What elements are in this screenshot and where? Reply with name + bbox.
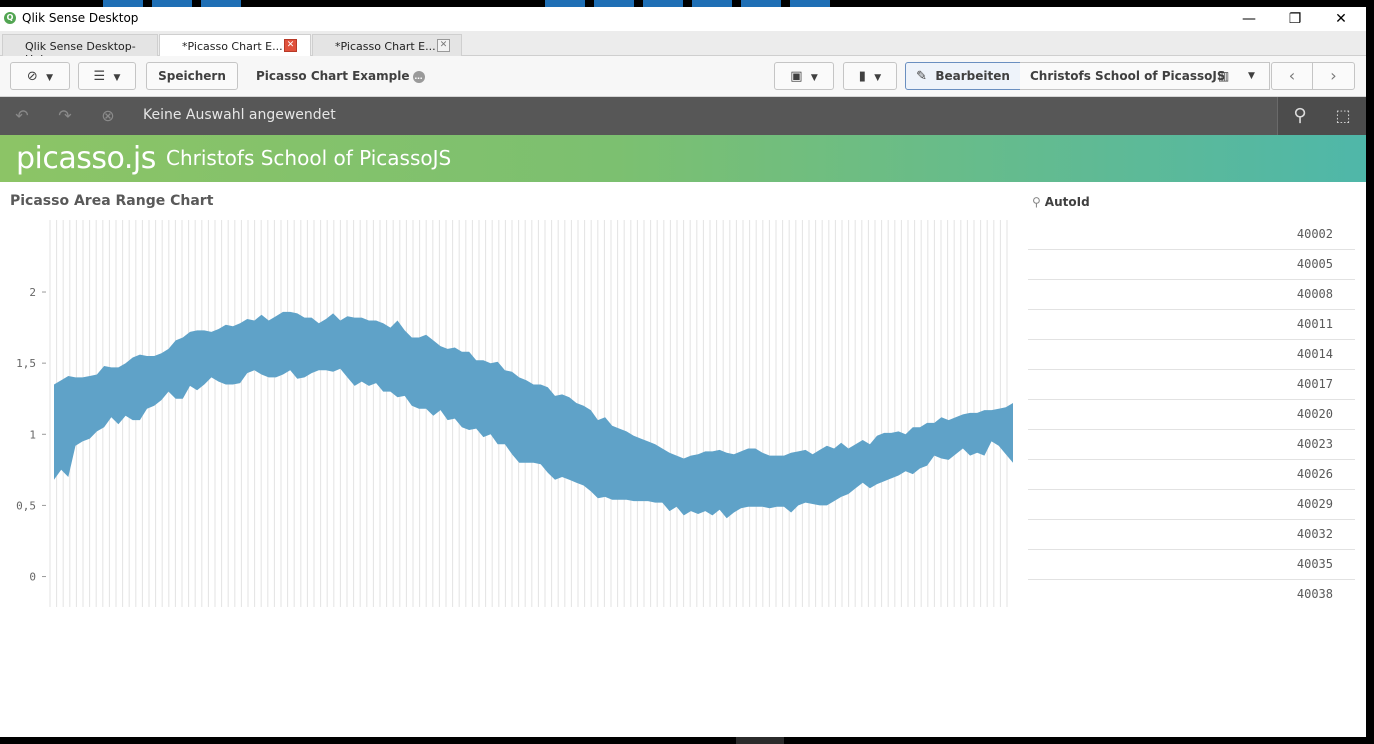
list-item[interactable]: 40008 <box>1028 280 1355 310</box>
area-range-series[interactable] <box>54 311 1013 519</box>
qlik-app-icon: Q <box>4 12 16 24</box>
search-icon[interactable]: ⚲ <box>1293 105 1307 126</box>
tab-bar: Qlik Sense Desktop-Hub *Picasso Chart E.… <box>0 31 1366 66</box>
listbox-autoid[interactable]: 40002 40005 40008 40011 40014 40017 40020 40023… <box>1028 220 1355 605</box>
tab-hub[interactable]: Qlik Sense Desktop-Hub <box>2 34 158 66</box>
bookmark-button[interactable]: ▮ ▼ <box>843 62 897 90</box>
banner-title: Christofs School of PicassoJS <box>166 146 452 170</box>
more-icon: … <box>412 71 425 83</box>
list-item[interactable]: 40029 <box>1028 490 1355 520</box>
chevron-down-icon: ▼ <box>1248 71 1255 81</box>
presentation-icon: ▣ <box>790 69 803 84</box>
chevron-down-icon: ▼ <box>46 73 54 83</box>
tab-picasso-1[interactable]: *Picasso Chart E... ✕ <box>159 34 311 56</box>
window-title: Qlik Sense Desktop <box>22 11 139 25</box>
title-bar: Q Qlik Sense Desktop — ❐ ✕ <box>0 7 1366 31</box>
list-item[interactable]: 40032 <box>1028 520 1355 550</box>
taskbar <box>0 737 1374 744</box>
taskbar-top-segment <box>594 0 634 7</box>
banner: picasso.js Christofs School of PicassoJS <box>0 135 1366 182</box>
list-item[interactable]: 40002 <box>1028 220 1355 250</box>
list-item[interactable]: 40011 <box>1028 310 1355 340</box>
next-sheet-button[interactable]: › <box>1312 62 1355 90</box>
navigation-menu-button[interactable]: ⊘ ▼ <box>10 62 70 90</box>
tab-label: *Picasso Chart E... <box>182 40 283 53</box>
restore-button[interactable]: ❐ <box>1288 11 1302 27</box>
sheet-selector[interactable]: Christofs School of PicassoJS ▥ ▼ <box>1020 62 1270 90</box>
y-tick-label: 0,5 <box>16 499 36 512</box>
chart-area-layer <box>54 311 1013 519</box>
compass-icon: ⊘ <box>26 69 38 84</box>
area-range-chart[interactable]: 2 1,5 1 0,5 0 <box>0 220 1020 607</box>
step-forward-icon[interactable]: ↷ <box>58 106 72 125</box>
app-name-label: Picasso Chart Example <box>256 69 410 83</box>
taskbar-top-segment <box>152 0 192 7</box>
chevron-down-icon: ▼ <box>113 73 121 83</box>
close-tab-icon[interactable]: ✕ <box>284 39 297 52</box>
sheet-icon: ▥ <box>1218 69 1230 83</box>
y-tick-label: 1,5 <box>16 357 36 370</box>
list-item[interactable]: 40020 <box>1028 400 1355 430</box>
chart-grid <box>49 220 1008 607</box>
close-window-button[interactable]: ✕ <box>1335 11 1347 27</box>
close-tab-icon[interactable]: ✕ <box>437 39 450 52</box>
global-menu-button[interactable]: ☰ ▼ <box>78 62 136 90</box>
sheet-name-label: Christofs School of PicassoJS <box>1030 69 1226 83</box>
listbox-title: AutoId <box>1044 195 1090 209</box>
list-item[interactable]: 40014 <box>1028 340 1355 370</box>
chevron-down-icon: ▼ <box>874 73 882 83</box>
selbar-tools: ⚲ ⬚ <box>1277 97 1366 135</box>
edit-button[interactable]: ✎ Bearbeiten <box>905 62 1021 90</box>
taskbar-top-segment <box>692 0 732 7</box>
list-item[interactable]: 40005 <box>1028 250 1355 280</box>
bookmark-icon: ▮ <box>858 69 866 84</box>
tab-picasso-2[interactable]: *Picasso Chart E... ✕ <box>312 34 462 56</box>
picasso-logo: picasso.js <box>16 141 156 176</box>
edit-label: Bearbeiten <box>935 69 1010 83</box>
taskbar-top-segment <box>741 0 781 7</box>
save-button[interactable]: Speichern <box>146 62 238 90</box>
minimize-button[interactable]: — <box>1242 11 1256 27</box>
list-icon: ☰ <box>93 69 106 84</box>
taskbar-top-segment <box>103 0 143 7</box>
taskbar-top-segment <box>790 0 830 7</box>
y-axis: 2 1,5 1 0,5 0 <box>16 286 46 584</box>
y-tick-label: 1 <box>29 428 36 441</box>
chart-title: Picasso Area Range Chart <box>10 193 214 209</box>
listbox-header[interactable]: ⚲ AutoId <box>1032 195 1090 209</box>
taskbar-segment <box>736 737 784 744</box>
taskbar-top-segment <box>643 0 683 7</box>
selections-status: Keine Auswahl angewendet <box>143 107 336 123</box>
chevron-down-icon: ▼ <box>810 73 818 83</box>
list-item[interactable]: 40026 <box>1028 460 1355 490</box>
list-item[interactable]: 40023 <box>1028 430 1355 460</box>
step-back-icon[interactable]: ↶ <box>15 106 29 125</box>
selections-bar: ↶ ↷ ⊗ Keine Auswahl angewendet ⚲ ⬚ <box>0 97 1366 135</box>
selection-tool-icon[interactable]: ⬚ <box>1335 106 1351 125</box>
toolbar: ⊘ ▼ ☰ ▼ Speichern Picasso Chart Example…… <box>0 56 1366 97</box>
list-item[interactable]: 40038 <box>1028 580 1355 605</box>
list-item[interactable]: 40035 <box>1028 550 1355 580</box>
list-item[interactable]: 40017 <box>1028 370 1355 400</box>
taskbar-top-segment <box>545 0 585 7</box>
previous-sheet-button[interactable]: ‹ <box>1271 62 1313 90</box>
pencil-icon: ✎ <box>916 69 927 84</box>
search-icon: ⚲ <box>1032 195 1041 209</box>
taskbar-top-segment <box>201 0 241 7</box>
tab-label: *Picasso Chart E... <box>335 40 436 53</box>
y-tick-label: 2 <box>29 286 36 299</box>
app-window: Q Qlik Sense Desktop — ❐ ✕ Qlik Sense De… <box>0 7 1366 737</box>
y-tick-label: 0 <box>29 571 36 584</box>
clear-selections-icon[interactable]: ⊗ <box>101 106 115 125</box>
story-button[interactable]: ▣ ▼ <box>774 62 834 90</box>
app-name[interactable]: Picasso Chart Example… <box>256 69 425 83</box>
